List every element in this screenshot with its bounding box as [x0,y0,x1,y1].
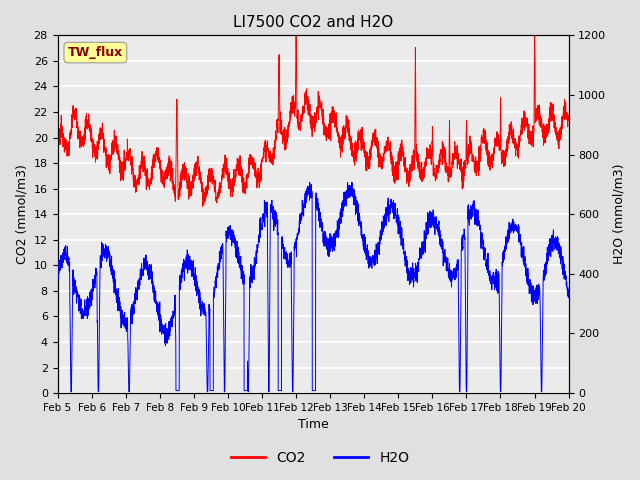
Text: TW_flux: TW_flux [68,46,123,59]
Title: LI7500 CO2 and H2O: LI7500 CO2 and H2O [233,15,393,30]
Legend: CO2, H2O: CO2, H2O [225,445,415,471]
Y-axis label: H2O (mmol/m3): H2O (mmol/m3) [612,164,625,264]
X-axis label: Time: Time [298,419,328,432]
Y-axis label: CO2 (mmol/m3): CO2 (mmol/m3) [15,164,28,264]
